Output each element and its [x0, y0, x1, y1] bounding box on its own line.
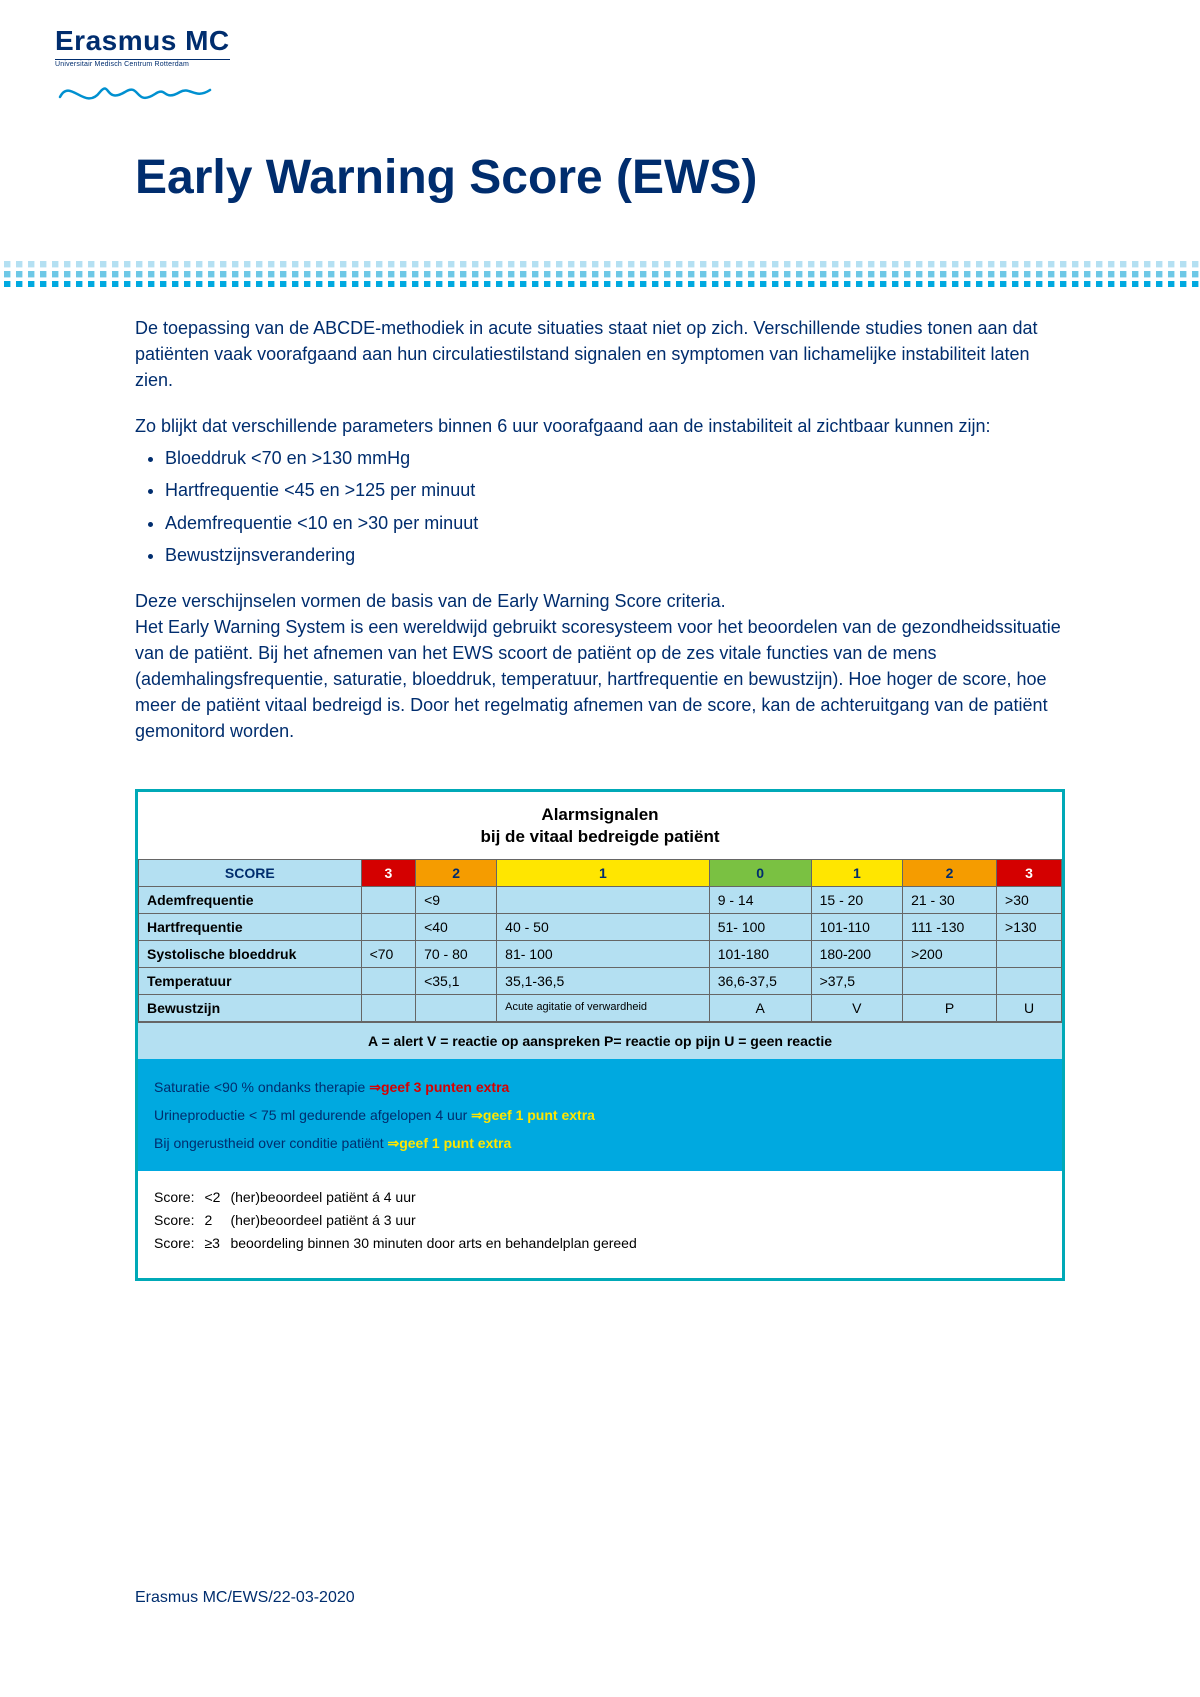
score-cell: P — [903, 994, 997, 1021]
alarm-title: Alarmsignalen bij de vitaal bedreigde pa… — [138, 792, 1062, 858]
score-cell: <35,1 — [416, 967, 497, 994]
score-cell: <70 — [361, 940, 416, 967]
score-cell — [497, 886, 710, 913]
score-cell: U — [997, 994, 1062, 1021]
score-cell: 36,6-37,5 — [709, 967, 811, 994]
param-label: Temperatuur — [139, 967, 362, 994]
bullet-item: Bewustzijnsverandering — [165, 542, 1065, 568]
logo-text: Erasmus MC — [55, 25, 230, 57]
score-cell: 15 - 20 — [811, 886, 902, 913]
score-actions: Score:<2(her)beoordeel patiënt á 4 uurSc… — [138, 1171, 1062, 1278]
score-cell: >37,5 — [811, 967, 902, 994]
score-table: SCORE3210123Ademfrequentie<99 - 1415 - 2… — [138, 859, 1062, 1022]
score-header: 3 — [997, 859, 1062, 886]
score-cell: 9 - 14 — [709, 886, 811, 913]
alarm-panel: Alarmsignalen bij de vitaal bedreigde pa… — [135, 789, 1065, 1280]
param-label: Systolische bloeddruk — [139, 940, 362, 967]
score-cell — [997, 940, 1062, 967]
paragraph-3: Deze verschijnselen vormen de basis van … — [135, 588, 1065, 745]
logo-signature — [55, 72, 230, 117]
alarm-title-l2: bij de vitaal bedreigde patiënt — [481, 827, 720, 846]
paragraph-1: De toepassing van de ABCDE-methodiek in … — [135, 315, 1065, 393]
logo: Erasmus MC Universitair Medisch Centrum … — [55, 25, 230, 117]
score-label-header: SCORE — [139, 859, 362, 886]
score-action-row: Score:<2(her)beoordeel patiënt á 4 uur — [154, 1187, 647, 1210]
score-header: 2 — [416, 859, 497, 886]
param-label: Hartfrequentie — [139, 913, 362, 940]
score-cell: >200 — [903, 940, 997, 967]
extras-box: Saturatie <90 % ondanks therapie ⇒geef 3… — [138, 1059, 1062, 1171]
score-action-row: Score:2(her)beoordeel patiënt á 3 uur — [154, 1210, 647, 1233]
score-cell: 101-180 — [709, 940, 811, 967]
score-cell: 111 -130 — [903, 913, 997, 940]
score-cell: 180-200 — [811, 940, 902, 967]
score-cell — [997, 967, 1062, 994]
score-cell: Acute agitatie of verwardheid — [497, 994, 710, 1021]
score-cell: 35,1-36,5 — [497, 967, 710, 994]
score-cell: >30 — [997, 886, 1062, 913]
footer: Erasmus MC/EWS/22-03-2020 — [135, 1589, 355, 1607]
extra-line: Urineproductie < 75 ml gedurende afgelop… — [154, 1101, 1046, 1129]
extra-line: Bij ongerustheid over conditie patiënt ⇒… — [154, 1129, 1046, 1157]
page-title: Early Warning Score (EWS) — [135, 150, 1200, 205]
score-cell: <40 — [416, 913, 497, 940]
score-cell — [361, 994, 416, 1021]
score-cell: 40 - 50 — [497, 913, 710, 940]
param-label: Ademfrequentie — [139, 886, 362, 913]
score-header: 0 — [709, 859, 811, 886]
paragraph-2: Zo blijkt dat verschillende parameters b… — [135, 413, 1065, 439]
bullet-item: Hartfrequentie <45 en >125 per minuut — [165, 477, 1065, 503]
body-text: De toepassing van de ABCDE-methodiek in … — [135, 315, 1065, 744]
score-cell — [361, 967, 416, 994]
score-cell — [903, 967, 997, 994]
score-cell: <9 — [416, 886, 497, 913]
score-cell: 51- 100 — [709, 913, 811, 940]
score-header: 2 — [903, 859, 997, 886]
bullet-list: Bloeddruk <70 en >130 mmHg Hartfrequentie… — [165, 445, 1065, 567]
score-cell: V — [811, 994, 902, 1021]
extra-line: Saturatie <90 % ondanks therapie ⇒geef 3… — [154, 1073, 1046, 1101]
score-cell: A — [709, 994, 811, 1021]
score-cell: 70 - 80 — [416, 940, 497, 967]
logo-subtext: Universitair Medisch Centrum Rotterdam — [55, 59, 230, 68]
score-header: 3 — [361, 859, 416, 886]
score-cell — [361, 886, 416, 913]
score-action-row: Score:≥3beoordeling binnen 30 minuten do… — [154, 1233, 647, 1256]
score-header: 1 — [497, 859, 710, 886]
score-cell: >130 — [997, 913, 1062, 940]
score-cell — [416, 994, 497, 1021]
dot-band — [0, 255, 1200, 287]
param-label: Bewustzijn — [139, 994, 362, 1021]
avpu-legend: A = alert V = reactie op aanspreken P= r… — [138, 1022, 1062, 1059]
bullet-item: Bloeddruk <70 en >130 mmHg — [165, 445, 1065, 471]
score-cell: 21 - 30 — [903, 886, 997, 913]
bullet-item: Ademfrequentie <10 en >30 per minuut — [165, 510, 1065, 536]
score-header: 1 — [811, 859, 902, 886]
score-cell: 81- 100 — [497, 940, 710, 967]
score-cell — [361, 913, 416, 940]
score-cell: 101-110 — [811, 913, 902, 940]
alarm-title-l1: Alarmsignalen — [541, 805, 658, 824]
